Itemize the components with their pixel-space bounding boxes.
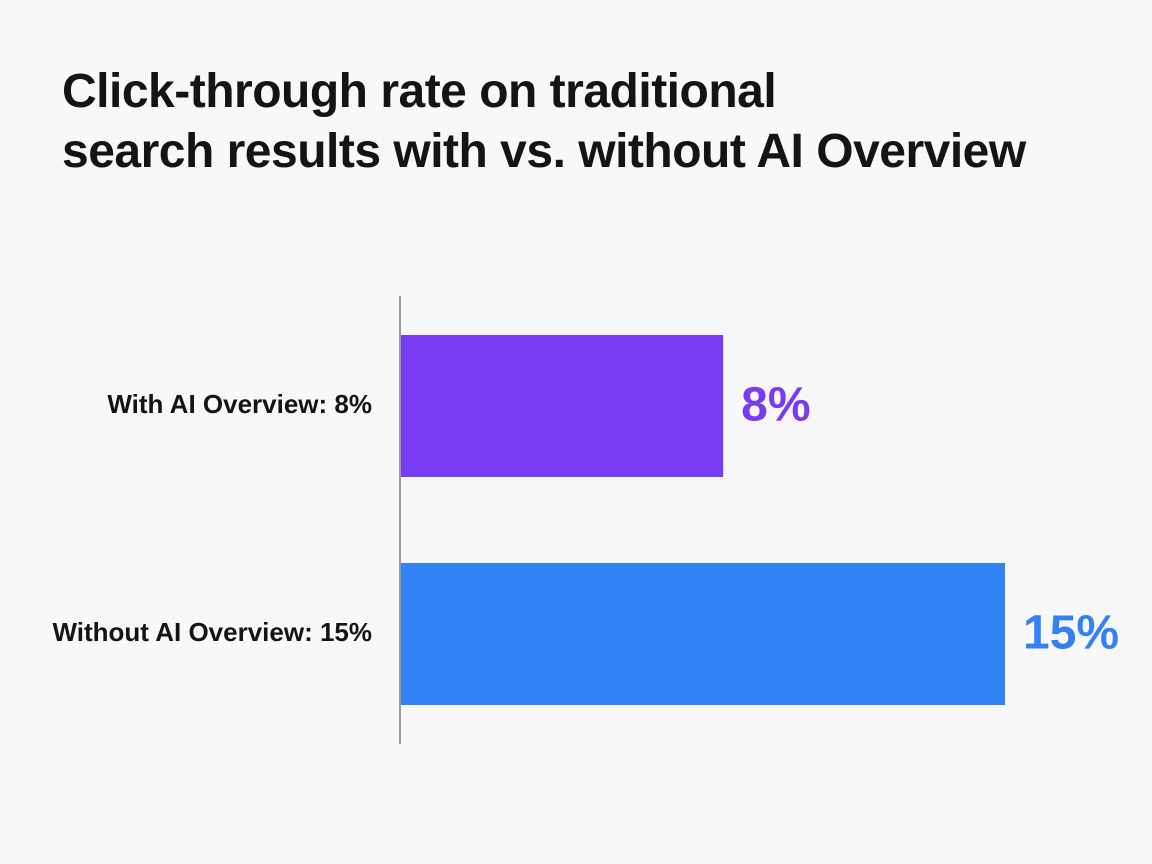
bar-0 (401, 335, 724, 477)
bar-1 (401, 563, 1005, 705)
data-label-1: 15% (1023, 607, 1119, 660)
data-label-0: 8% (741, 379, 810, 432)
chart-title: Click-through rate on traditional search… (62, 62, 1122, 182)
category-label-0: With AI Overview: 8% (107, 389, 372, 419)
category-label-1: Without AI Overview: 15% (52, 617, 372, 647)
chart-title-line-2: search results with vs. without AI Overv… (62, 125, 1026, 178)
chart-title-line-1: Click-through rate on traditional (62, 65, 777, 118)
